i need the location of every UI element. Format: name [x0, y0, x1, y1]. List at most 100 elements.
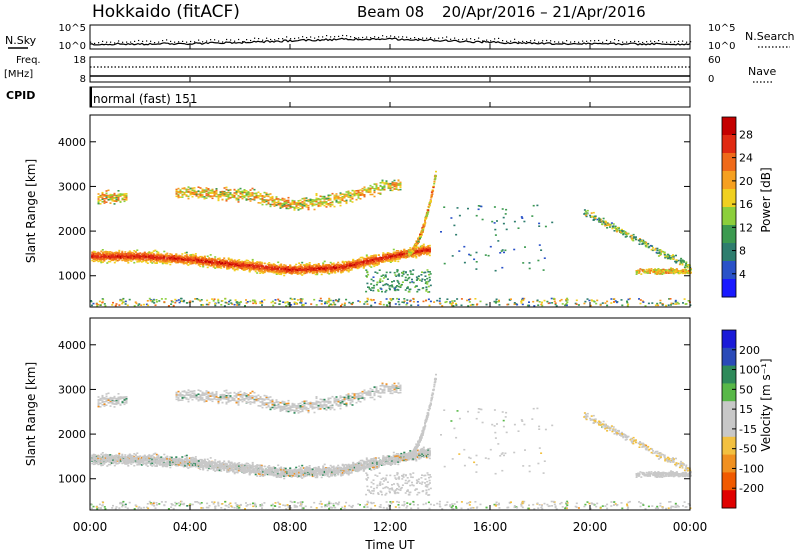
echo-cell: [272, 269, 275, 272]
echo-cell: [301, 204, 304, 206]
echo-cell: [202, 264, 205, 267]
echo-cell: [125, 257, 128, 260]
echo-cell: [101, 251, 104, 254]
echo-cell: [125, 197, 128, 200]
echo-cell: [298, 272, 301, 274]
echo-cell: [357, 197, 360, 199]
nsearch-point: [330, 36, 332, 38]
echo-cell: [178, 261, 181, 263]
echo-cell: [130, 251, 133, 254]
echo-cell: [278, 266, 281, 269]
echo-cell: [345, 199, 348, 202]
nsearch-point: [638, 41, 640, 43]
echo-cell: [495, 300, 497, 303]
echo-cell: [161, 257, 164, 259]
station-title: Hokkaido (fitACF): [92, 2, 240, 22]
echo-cell: [136, 255, 139, 258]
echo-cell: [107, 255, 110, 258]
echo-cell: [160, 253, 163, 255]
echo-cell: [326, 267, 329, 270]
echo-cell: [271, 265, 274, 267]
echo-cell: [424, 271, 427, 274]
echo-cell: [365, 262, 368, 264]
echo-cell: [343, 269, 346, 272]
echo-cell: [310, 265, 313, 267]
echo-cell: [394, 255, 397, 257]
echo-cell: [143, 254, 146, 256]
echo-cell: [221, 264, 224, 267]
echo-cell: [337, 263, 340, 266]
echo-cell: [211, 189, 214, 192]
echo-cell: [359, 256, 362, 259]
echo-cell: [538, 301, 541, 303]
echo-cell: [170, 260, 173, 262]
echo-cell: [103, 258, 106, 261]
echo-cell: [311, 199, 314, 201]
echo-cell: [123, 193, 126, 195]
echo-cell: [213, 193, 216, 196]
echo-cell: [161, 256, 164, 258]
echo-cell: [227, 263, 230, 266]
echo-cell: [233, 189, 236, 191]
echo-cell: [347, 192, 350, 195]
echo-cell: [327, 199, 330, 201]
echo-cell: [191, 253, 194, 256]
nsearch-point: [354, 37, 356, 39]
echo-cell: [273, 203, 276, 206]
echo-cell: [321, 203, 324, 205]
echo-cell: [657, 304, 660, 307]
echo-cell: [172, 304, 175, 307]
echo-cell: [100, 256, 103, 259]
echo-cell: [422, 224, 425, 227]
echo-cell: [118, 258, 121, 260]
echo-cell: [313, 266, 316, 269]
echo-cell: [275, 269, 278, 272]
echo-cell: [398, 282, 401, 285]
echo-cell: [317, 197, 320, 200]
echo-cell: [388, 254, 391, 257]
echo-cell: [311, 269, 314, 271]
echo-cell: [200, 299, 203, 301]
echo-cell: [389, 182, 392, 185]
echo-cell: [95, 303, 98, 305]
echo-cell: [335, 201, 338, 203]
echo-cell: [97, 202, 100, 205]
echo-cell: [148, 258, 151, 261]
echo-cell: [151, 251, 154, 254]
echo-cell: [255, 192, 258, 195]
echo-cell: [372, 280, 375, 282]
echo-cell: [307, 268, 310, 271]
echo-cell: [398, 303, 401, 306]
nsearch-point: [118, 40, 120, 42]
echo-cell: [237, 191, 240, 193]
echo-cell: [365, 269, 368, 271]
echo-cell: [122, 301, 125, 303]
echo-cell: [316, 273, 319, 276]
echo-cell: [247, 198, 250, 201]
echo-cell: [386, 260, 389, 262]
echo-cell: [242, 267, 245, 269]
echo-cell: [95, 252, 98, 255]
echo-cell: [139, 255, 142, 257]
echo-cell: [170, 300, 173, 302]
echo-cell: [241, 195, 244, 198]
echo-cell: [267, 201, 270, 204]
echo-cell: [203, 190, 206, 192]
echo-cell: [257, 195, 260, 198]
echo-cell: [200, 261, 203, 264]
echo-cell: [179, 191, 182, 194]
echo-cell: [281, 267, 284, 270]
echo-cell: [277, 268, 280, 271]
echo-cell: [218, 265, 221, 268]
nsearch-point: [218, 40, 220, 42]
echo-cell: [315, 197, 318, 200]
echo-cell: [191, 300, 194, 303]
nsearch-point: [162, 40, 164, 42]
echo-cell: [281, 206, 284, 209]
echo-cell: [260, 266, 263, 268]
echo-cell: [409, 281, 412, 284]
echo-cell: [152, 253, 155, 255]
echo-cell: [131, 258, 134, 261]
echo-cell: [278, 264, 281, 266]
echo-cell: [334, 267, 337, 269]
